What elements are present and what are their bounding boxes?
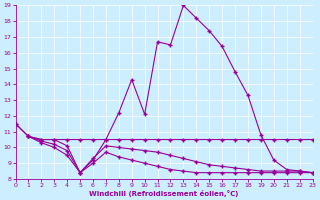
X-axis label: Windchill (Refroidissement éolien,°C): Windchill (Refroidissement éolien,°C) [89,190,239,197]
